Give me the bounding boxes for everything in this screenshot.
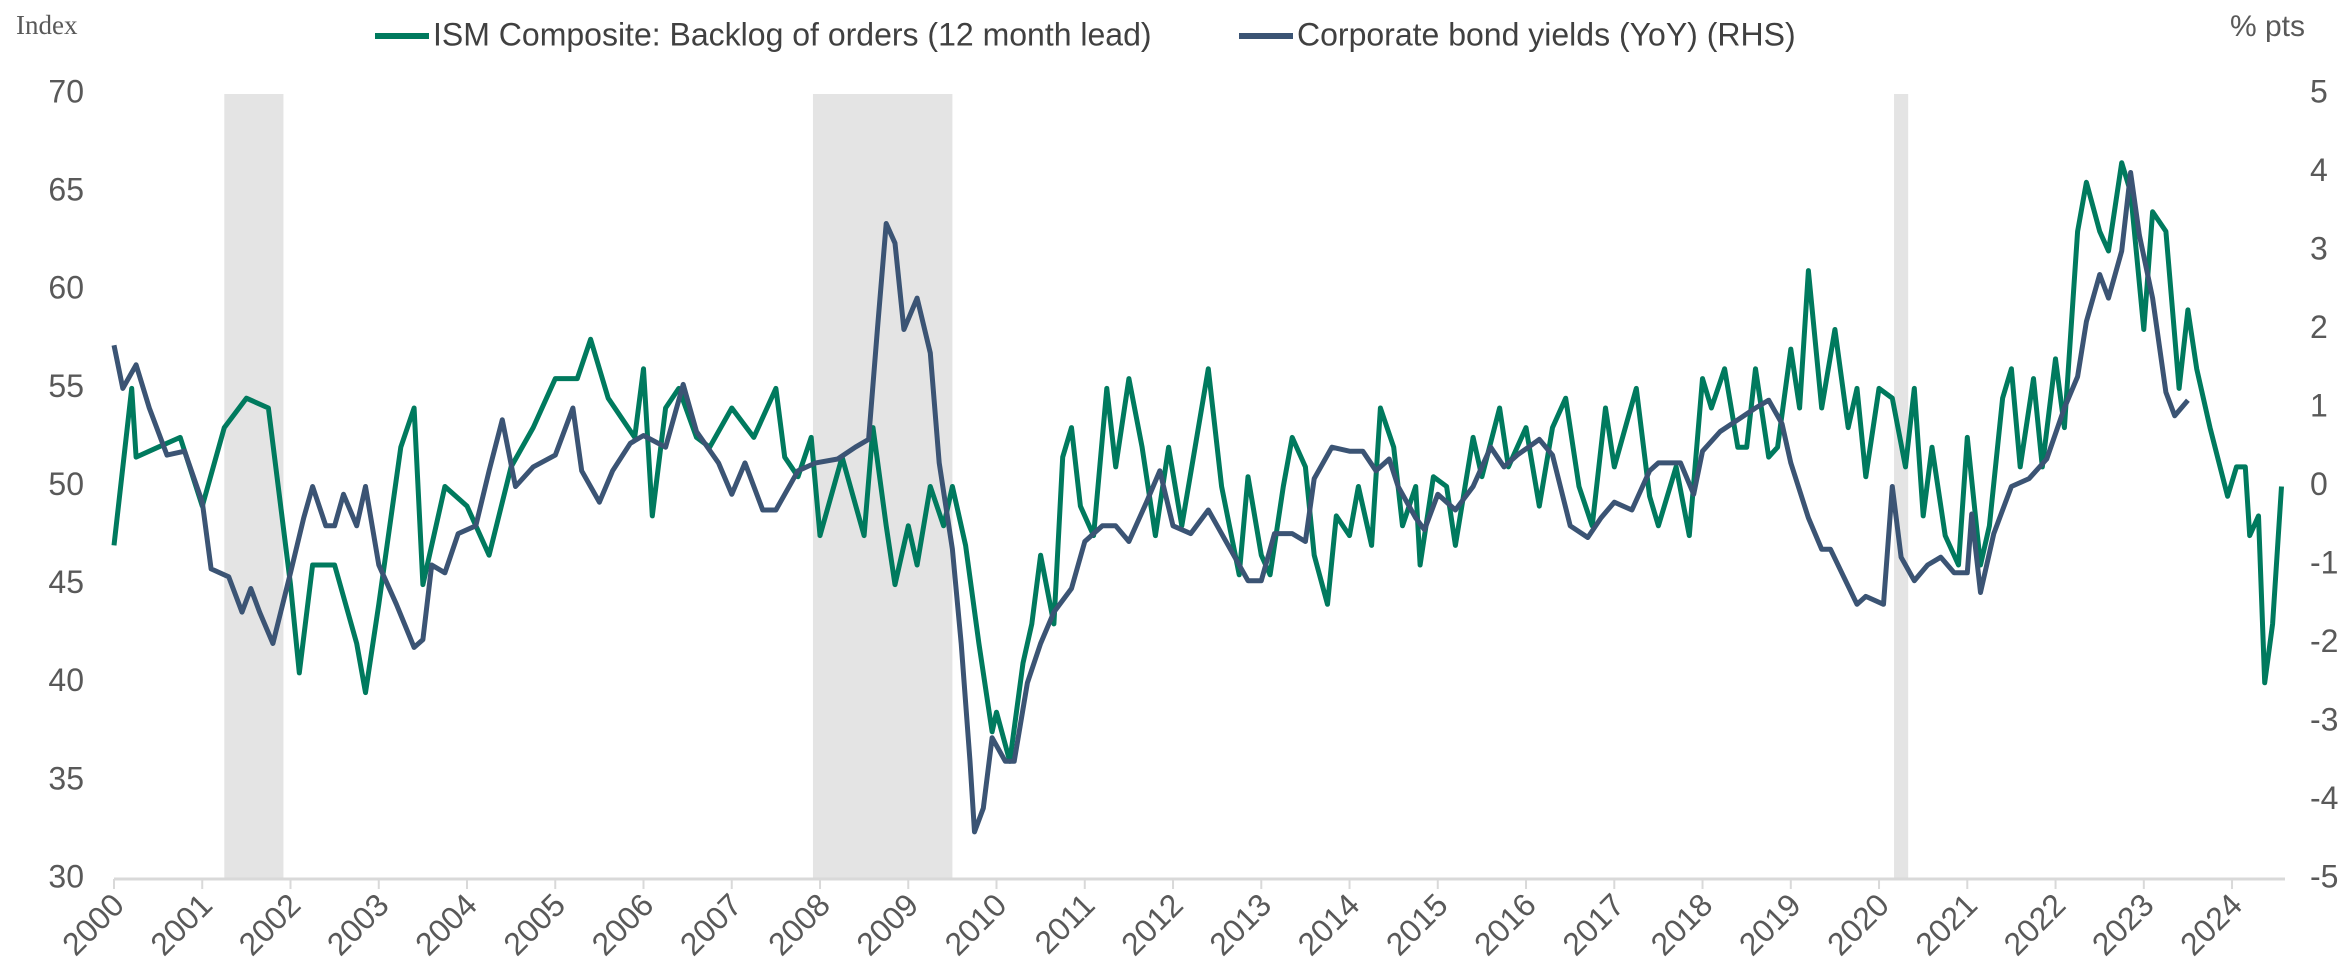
x-tick-label: 2023 (2085, 886, 2161, 962)
y-tick-label: 50 (48, 466, 84, 502)
x-tick-label: 2012 (1114, 886, 1190, 962)
y-tick-label: 60 (48, 270, 84, 306)
x-tick-label: 2006 (585, 886, 661, 962)
x-tick-label: 2022 (1997, 886, 2073, 962)
y2-tick-label: -1 (2310, 544, 2338, 580)
x-tick-label: 2009 (849, 886, 925, 962)
y-tick-label: 55 (48, 368, 84, 404)
y2-tick-label: 3 (2310, 230, 2328, 266)
legend-label: Corporate bond yields (YoY) (RHS) (1297, 16, 1796, 52)
recession-band (1894, 94, 1909, 879)
x-tick-label: 2005 (496, 886, 572, 962)
y-axis-label: Index (16, 10, 78, 40)
y2-axis-label: % pts (2230, 10, 2305, 43)
y2-tick-label: -4 (2310, 780, 2338, 816)
x-tick-label: 2024 (2173, 886, 2249, 962)
y2-tick-label: 0 (2310, 466, 2328, 502)
y2-tick-label: -5 (2310, 858, 2338, 894)
y2-tick-label: 5 (2310, 73, 2328, 109)
y-tick-label: 35 (48, 760, 84, 796)
x-tick-label: 2018 (1644, 886, 1720, 962)
x-tick-label: 2020 (1820, 886, 1896, 962)
x-tick-label: 2015 (1379, 886, 1455, 962)
x-tick-label: 2016 (1467, 886, 1543, 962)
legend-label: ISM Composite: Backlog of orders (12 mon… (433, 16, 1152, 52)
y-tick-label: 65 (48, 172, 84, 208)
x-tick-label: 2000 (55, 886, 131, 962)
y2-tick-label: -3 (2310, 701, 2338, 737)
x-tick-label: 2010 (938, 886, 1014, 962)
x-tick-label: 2004 (408, 886, 484, 962)
y2-tick-label: 4 (2310, 152, 2328, 188)
x-tick-label: 2007 (673, 886, 749, 962)
y2-tick-label: 1 (2310, 387, 2328, 423)
y-tick-label: 70 (48, 73, 84, 109)
recession-band (224, 94, 284, 879)
x-tick-label: 2002 (232, 886, 308, 962)
x-tick-label: 2019 (1732, 886, 1808, 962)
x-tick-label: 2008 (761, 886, 837, 962)
x-tick-label: 2013 (1202, 886, 1278, 962)
series-line (111, 160, 2284, 764)
x-tick-label: 2021 (1908, 886, 1984, 962)
x-tick-label: 2003 (320, 886, 396, 962)
series-line (111, 170, 2190, 835)
x-tick-label: 2017 (1555, 886, 1631, 962)
y2-tick-label: -2 (2310, 623, 2338, 659)
y-tick-label: 30 (48, 858, 84, 894)
y-tick-label: 45 (48, 564, 84, 600)
x-tick-label: 2001 (143, 886, 219, 962)
y-tick-label: 40 (48, 662, 84, 698)
x-tick-label: 2011 (1028, 886, 1102, 960)
y2-tick-label: 2 (2310, 309, 2328, 345)
x-tick-label: 2014 (1291, 886, 1367, 962)
